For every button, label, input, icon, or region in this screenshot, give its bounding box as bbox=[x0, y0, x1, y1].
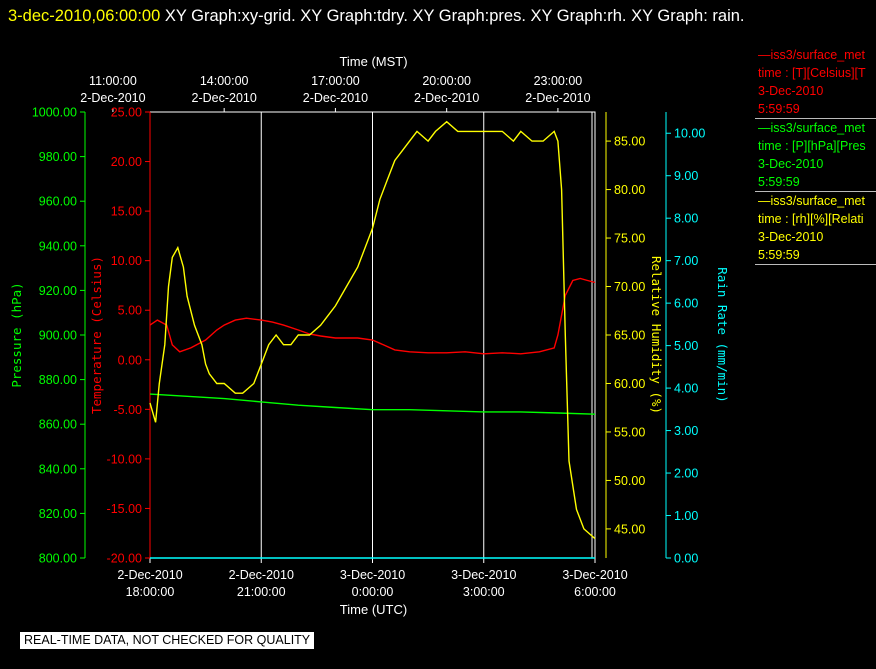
top-tick-label: 20:00:00 bbox=[422, 74, 471, 88]
rain-tick-label: 8.00 bbox=[674, 212, 698, 226]
pressure-tick-label: 880.00 bbox=[39, 373, 77, 387]
top-tick-label: 2-Dec-2010 bbox=[80, 91, 145, 105]
temperature-tick-label: -20.00 bbox=[107, 552, 142, 566]
temperature-axis-label: Temperature (Celsius) bbox=[89, 256, 104, 414]
temperature-tick-label: 0.00 bbox=[118, 353, 142, 367]
top-axis-label: Time (MST) bbox=[339, 54, 407, 69]
rain-tick-label: 4.00 bbox=[674, 382, 698, 396]
pressure-tick-label: 920.00 bbox=[39, 284, 77, 298]
temperature-tick-label: 5.00 bbox=[118, 304, 142, 318]
rh-tick-label: 75.00 bbox=[614, 232, 645, 246]
top-tick-label: 2-Dec-2010 bbox=[414, 91, 479, 105]
rain-tick-label: 9.00 bbox=[674, 169, 698, 183]
legend: —iss3/surface_met time : [T][Celsius][T 3-… bbox=[755, 46, 876, 265]
bottom-tick-label: 3:00:00 bbox=[463, 585, 505, 599]
bottom-tick-label: 2-Dec-2010 bbox=[117, 568, 182, 582]
legend-text: time : [P][hPa][Pres bbox=[758, 139, 866, 153]
temperature-tick-label: -5.00 bbox=[114, 403, 143, 417]
pressure-tick-label: 1000.00 bbox=[32, 106, 77, 120]
series-line-pressure bbox=[149, 393, 596, 415]
rh-tick-label: 50.00 bbox=[614, 474, 645, 488]
legend-text: 5:59:59 bbox=[758, 248, 800, 262]
pressure-tick-label: 800.00 bbox=[39, 552, 77, 566]
legend-text: —iss3/surface_met bbox=[758, 121, 865, 135]
rh-tick-label: 70.00 bbox=[614, 280, 645, 294]
temperature-tick-label: 25.00 bbox=[111, 106, 142, 120]
legend-text: time : [rh][%][Relati bbox=[758, 212, 864, 226]
temperature-tick-label: 15.00 bbox=[111, 205, 142, 219]
pressure-tick-label: 840.00 bbox=[39, 462, 77, 476]
rain-tick-label: 0.00 bbox=[674, 552, 698, 566]
rain-tick-label: 5.00 bbox=[674, 339, 698, 353]
rh-tick-label: 55.00 bbox=[614, 425, 645, 439]
pressure-axis-label: Pressure (hPa) bbox=[9, 282, 24, 387]
bottom-tick-label: 3-Dec-2010 bbox=[340, 568, 405, 582]
legend-text: —iss3/surface_met bbox=[758, 194, 865, 208]
legend-text: 3-Dec-2010 bbox=[758, 157, 824, 171]
pressure-tick-label: 940.00 bbox=[39, 239, 77, 253]
top-tick-label: 14:00:00 bbox=[200, 74, 249, 88]
bottom-tick-label: 0:00:00 bbox=[352, 585, 394, 599]
pressure-tick-label: 820.00 bbox=[39, 507, 77, 521]
rh-tick-label: 85.00 bbox=[614, 135, 645, 149]
page-title: 3-dec-2010,06:00:00 XY Graph:xy-grid. XY… bbox=[8, 2, 868, 30]
top-tick-label: 17:00:00 bbox=[311, 74, 360, 88]
rain-tick-label: 2.00 bbox=[674, 467, 698, 481]
pressure-tick-label: 980.00 bbox=[39, 150, 77, 164]
legend-text: 5:59:59 bbox=[758, 102, 800, 116]
bottom-tick-label: 3-Dec-2010 bbox=[451, 568, 516, 582]
rain-axis-label: Rain Rate (mm/min) bbox=[715, 267, 730, 402]
quality-banner: REAL-TIME DATA, NOT CHECKED FOR QUALITY bbox=[20, 632, 315, 649]
temperature-tick-label: -10.00 bbox=[107, 452, 142, 466]
rain-tick-label: 3.00 bbox=[674, 424, 698, 438]
graph-list: XY Graph:xy-grid. XY Graph:tdry. XY Grap… bbox=[160, 7, 745, 25]
rain-tick-label: 7.00 bbox=[674, 254, 698, 268]
temperature-tick-label: 10.00 bbox=[111, 254, 142, 268]
bottom-tick-label: 6:00:00 bbox=[574, 585, 616, 599]
pressure-tick-label: 900.00 bbox=[39, 329, 77, 343]
legend-text: 3-Dec-2010 bbox=[758, 230, 824, 244]
pressure-tick-label: 860.00 bbox=[39, 418, 77, 432]
rh-tick-label: 65.00 bbox=[614, 329, 645, 343]
rain-tick-label: 6.00 bbox=[674, 297, 698, 311]
top-tick-label: 23:00:00 bbox=[534, 74, 583, 88]
legend-text: —iss3/surface_met bbox=[758, 48, 865, 62]
bottom-tick-label: 2-Dec-2010 bbox=[229, 568, 294, 582]
bottom-tick-label: 21:00:00 bbox=[237, 585, 286, 599]
series-line-temperature bbox=[149, 277, 596, 355]
rh-axis-label: Relative Humidity (%) bbox=[649, 256, 664, 414]
top-tick-label: 2-Dec-2010 bbox=[303, 91, 368, 105]
temperature-tick-label: -15.00 bbox=[107, 502, 142, 516]
pressure-tick-label: 960.00 bbox=[39, 195, 77, 209]
legend-text: 3-Dec-2010 bbox=[758, 84, 824, 98]
temperature-tick-label: 20.00 bbox=[111, 155, 142, 169]
series-line-rh bbox=[149, 120, 596, 540]
top-tick-label: 11:00:00 bbox=[89, 74, 137, 88]
rh-tick-label: 45.00 bbox=[614, 522, 645, 536]
bottom-tick-label: 18:00:00 bbox=[126, 585, 175, 599]
rain-tick-label: 1.00 bbox=[674, 509, 698, 523]
rain-tick-label: 10.00 bbox=[674, 127, 705, 141]
top-tick-label: 2-Dec-2010 bbox=[192, 91, 257, 105]
bottom-tick-label: 3-Dec-2010 bbox=[562, 568, 627, 582]
rh-tick-label: 60.00 bbox=[614, 377, 645, 391]
timestamp: 3-dec-2010,06:00:00 bbox=[8, 7, 161, 25]
bottom-axis-label: Time (UTC) bbox=[340, 602, 407, 617]
rh-tick-label: 80.00 bbox=[614, 183, 645, 197]
top-tick-label: 2-Dec-2010 bbox=[525, 91, 590, 105]
legend-text: time : [T][Celsius][T bbox=[758, 66, 866, 80]
legend-text: 5:59:59 bbox=[758, 175, 800, 189]
